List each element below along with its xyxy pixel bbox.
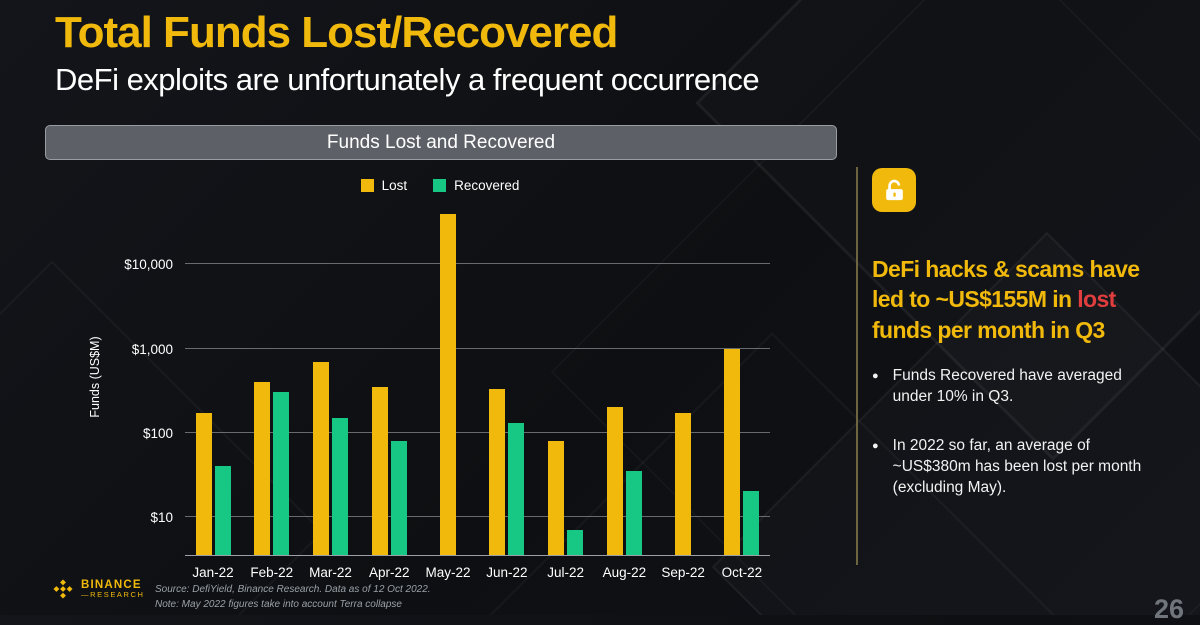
gridline-100 — [185, 431, 770, 433]
bar-lost-Jan-22 — [195, 413, 212, 555]
headline-highlight: lost — [1077, 286, 1116, 313]
note-line: Note: May 2022 figures take into account… — [155, 599, 402, 610]
slide-title: Total Funds Lost/Recovered — [55, 8, 618, 57]
bullet-dot: ● — [872, 370, 879, 382]
legend-swatch-recovered — [433, 179, 447, 192]
legend-label: Lost — [381, 178, 408, 193]
page-number: 26 — [1153, 594, 1184, 624]
bar-lost-Oct-22 — [724, 348, 741, 555]
bar-group-Jul-22: Jul-22 — [546, 440, 586, 580]
bar-group-Jun-22: Jun-22 — [486, 389, 527, 580]
sidebar-bullets: ● Funds Recovered have averaged under 10… — [872, 366, 1152, 499]
legend-item-recovered: Recovered — [433, 178, 519, 193]
gridline-1000 — [185, 347, 770, 349]
bar-recovered-Aug-22 — [625, 470, 642, 555]
bar-group-Apr-22: Apr-22 — [369, 386, 410, 580]
bar-lost-Jun-22 — [489, 389, 506, 555]
bullet-text: Funds Recovered have averaged under 10% … — [892, 367, 1122, 405]
gridline-10000 — [185, 263, 770, 265]
bar-group-May-22: May-22 — [426, 213, 471, 580]
x-tick-label: Aug-22 — [602, 565, 647, 580]
bullet-dot: ● — [872, 439, 879, 452]
bar-recovered-Apr-22 — [390, 440, 407, 555]
legend-label: Recovered — [454, 178, 520, 193]
binance-logo-icon — [53, 579, 73, 599]
bar-group-Sep-22: Sep-22 — [661, 413, 705, 580]
vertical-divider — [856, 167, 858, 565]
bar-recovered-Oct-22 — [743, 491, 760, 555]
bar-lost-Apr-22 — [371, 386, 388, 555]
source-line: Source: DefiYield, Binance Research. Dat… — [155, 584, 431, 595]
bar-group-Aug-22: Aug-22 — [603, 407, 646, 580]
y-tick-label: $100 — [142, 425, 173, 441]
x-tick-label: Feb-22 — [250, 565, 294, 580]
bullet-item: ● Funds Recovered have averaged under 10… — [872, 366, 1152, 408]
bar-recovered-Jul-22 — [567, 529, 584, 555]
bar-recovered-Mar-22 — [332, 417, 349, 555]
x-tick-label: May-22 — [425, 565, 471, 580]
bar-lost-Aug-22 — [606, 407, 623, 555]
funds-chart: Funds (US$M) Jan-22 Feb-22 Mar-22 Apr-22 May… — [45, 199, 835, 599]
chart-title-bar: Funds Lost and Recovered — [45, 125, 837, 160]
source-note: Source: DefiYield, Binance Research. Dat… — [155, 582, 431, 612]
brand-name: BINANCE — [81, 579, 142, 592]
bars-row: Jan-22 Feb-22 Mar-22 Apr-22 May-22 Jun-22 Jul-… — [185, 199, 770, 580]
bullet-text: In 2022 so far, an average of ~US$380m h… — [892, 436, 1142, 496]
x-tick-label: Sep-22 — [661, 565, 705, 580]
bar-lost-Sep-22 — [675, 413, 692, 555]
x-tick-label: Jul-22 — [547, 565, 584, 580]
bar-group-Feb-22: Feb-22 — [250, 381, 293, 580]
bar-recovered-Jun-22 — [508, 423, 525, 555]
y-tick-label: $10 — [150, 509, 173, 525]
legend-item-lost: Lost — [360, 178, 408, 193]
bar-lost-Jul-22 — [548, 440, 565, 555]
bar-group-Jan-22: Jan-22 — [192, 413, 234, 580]
binance-research-logo: BINANCE —RESEARCH — [52, 578, 145, 600]
y-tick-label: $1,000 — [131, 341, 173, 357]
legend-swatch-lost — [360, 179, 374, 192]
plot-area: Jan-22 Feb-22 Mar-22 Apr-22 May-22 Jun-22 Jul-… — [124, 199, 770, 580]
x-tick-label: Oct-22 — [721, 565, 763, 580]
x-tick-label: Apr-22 — [369, 565, 410, 580]
bar-lost-Mar-22 — [313, 361, 330, 555]
bar-recovered-Jan-22 — [214, 466, 231, 555]
y-axis-label: Funds (US$M) — [88, 336, 102, 418]
open-padlock-icon — [872, 168, 916, 212]
bar-group-Oct-22: Oct-22 — [722, 348, 762, 580]
chart-title-text: Funds Lost and Recovered — [326, 131, 556, 153]
gridline-10 — [185, 515, 770, 517]
sidebar-headline: DeFi hacks & scams have led to ~US$155M … — [872, 254, 1172, 345]
bar-group-Mar-22: Mar-22 — [309, 361, 352, 580]
chart-legend: Lost Recovered — [45, 178, 835, 193]
bar-recovered-Feb-22 — [273, 392, 290, 555]
headline-part1: DeFi hacks & scams have led to ~US$155M … — [872, 256, 1140, 313]
brand-sub-name: —RESEARCH — [81, 590, 145, 600]
bar-lost-Feb-22 — [254, 381, 271, 555]
x-tick-label: Jan-22 — [192, 565, 234, 580]
bullet-item: ● In 2022 so far, an average of ~US$380m… — [872, 436, 1152, 499]
x-tick-label: Jun-22 — [486, 565, 528, 580]
bar-lost-May-22 — [440, 213, 457, 555]
slide-subtitle: DeFi exploits are unfortunately a freque… — [55, 62, 760, 97]
y-tick-label: $10,000 — [124, 257, 173, 273]
headline-part2: funds per month in Q3 — [872, 316, 1105, 343]
x-tick-label: Mar-22 — [309, 565, 352, 580]
